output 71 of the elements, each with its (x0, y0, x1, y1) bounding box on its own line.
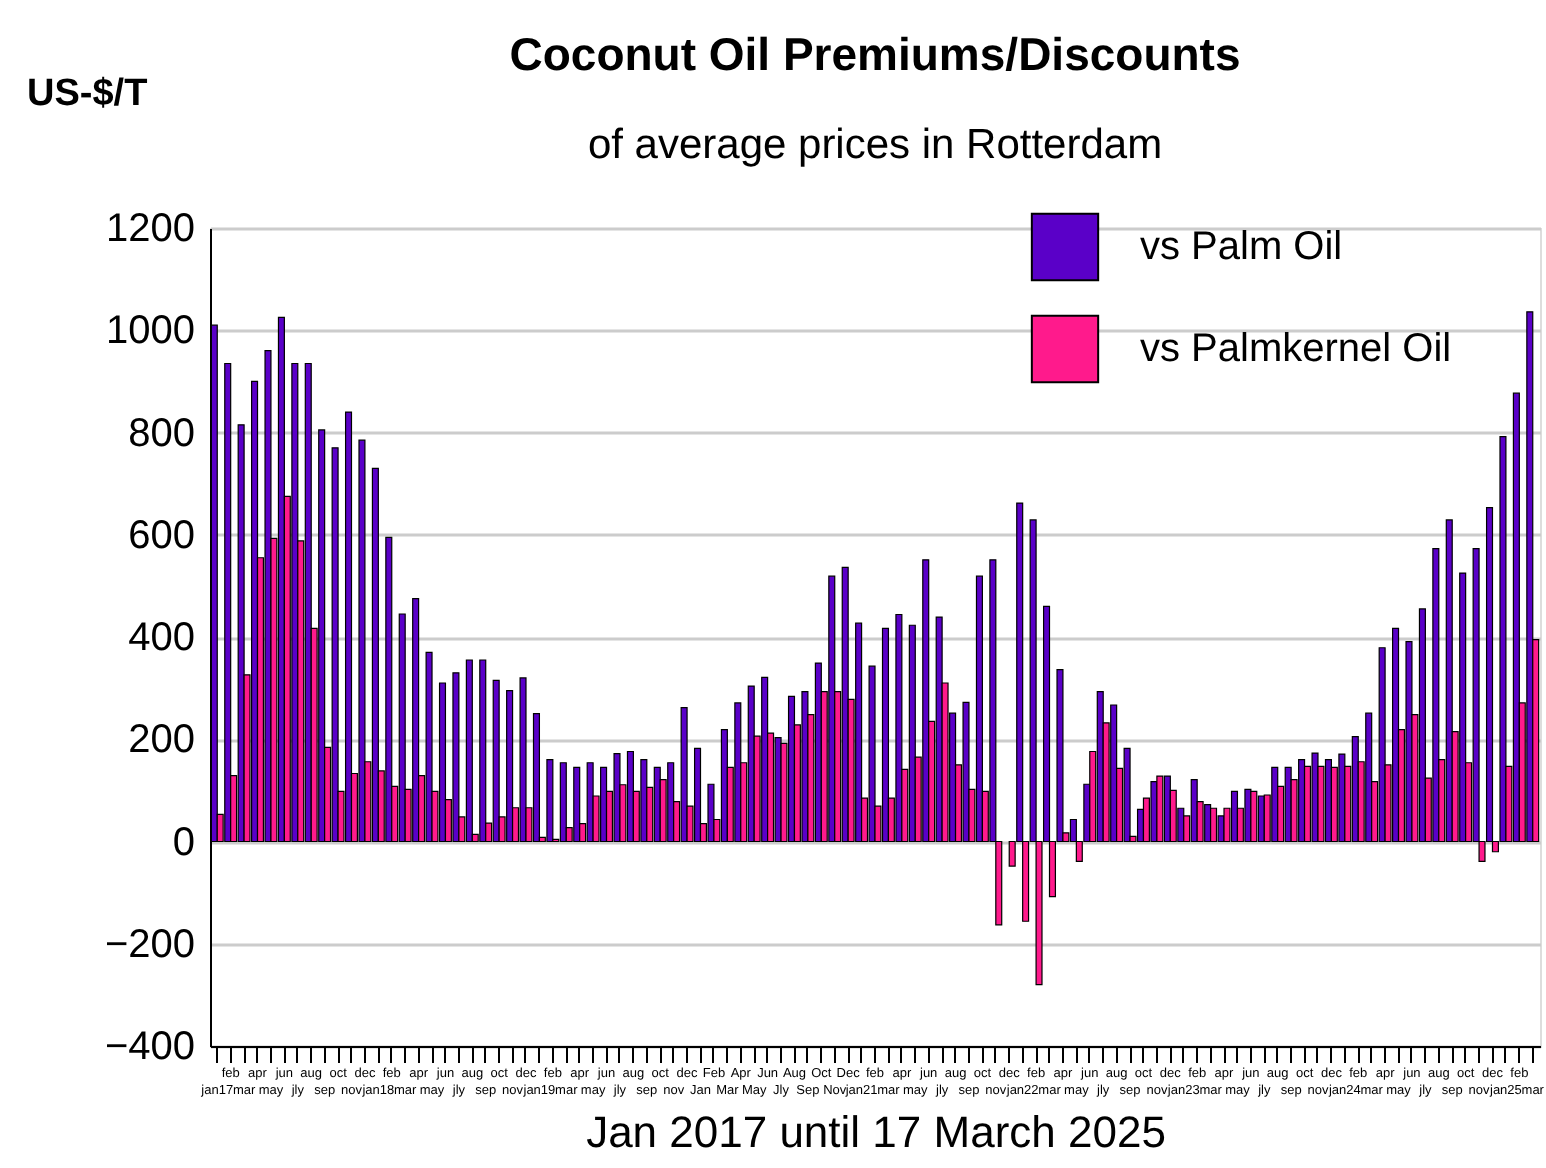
bar (962, 701, 970, 843)
y-tick-label: 400 (128, 616, 195, 660)
bar (358, 439, 366, 843)
bar (707, 783, 715, 843)
bar (291, 362, 299, 843)
bar (613, 752, 621, 843)
bar (626, 750, 634, 843)
bar (412, 598, 420, 843)
bar (975, 575, 983, 843)
bar (264, 350, 272, 843)
bar (680, 706, 688, 843)
bar (506, 690, 514, 843)
bar (331, 447, 339, 843)
legend-label: vs Palmkernel Oil (1140, 327, 1452, 371)
bar (1156, 775, 1164, 843)
bar (841, 566, 849, 843)
bar (224, 362, 232, 843)
bar (318, 429, 326, 843)
bar (868, 665, 876, 843)
bar (519, 677, 527, 843)
bar (385, 536, 393, 843)
y-tick-label: −400 (104, 1025, 195, 1069)
bar (465, 659, 473, 843)
bar (559, 762, 567, 843)
y-tick-label: 1200 (106, 207, 195, 251)
bar (1250, 790, 1258, 843)
bar (1445, 519, 1453, 843)
bar (1110, 704, 1118, 843)
bar (546, 759, 554, 843)
chart-title: Coconut Oil Premiums/Discounts (509, 28, 1241, 80)
chart-subtitle: of average prices in Rotterdam (587, 122, 1163, 168)
bar (1526, 311, 1534, 843)
bar (1365, 712, 1373, 843)
bar (895, 613, 903, 843)
legend-label: vs Palm Oil (1140, 225, 1343, 269)
bar (1512, 392, 1520, 843)
bar (828, 575, 836, 843)
bar (479, 659, 487, 843)
bar (304, 362, 312, 843)
bar (1459, 572, 1467, 843)
bar (1123, 747, 1131, 843)
bar (573, 766, 581, 843)
bar (492, 679, 500, 843)
bar (1432, 547, 1440, 843)
y-tick-label: 600 (128, 513, 195, 558)
bar (734, 702, 742, 843)
bar (1405, 641, 1413, 843)
bar (1418, 608, 1426, 843)
bar (438, 682, 447, 843)
bar (667, 762, 675, 843)
y-axis-title: US-$/T (27, 73, 149, 115)
bar (344, 411, 353, 843)
bar (908, 624, 916, 843)
bar (855, 622, 863, 843)
x-axis-title: Jan 2017 until 17 March 2025 (586, 1107, 1166, 1157)
y-tick-label: 800 (128, 411, 195, 456)
bar (1209, 807, 1218, 843)
y-tick-label: 200 (128, 718, 195, 763)
bar (693, 747, 702, 843)
bar (532, 713, 541, 843)
y-tick-label: −200 (104, 922, 195, 967)
bar (425, 651, 433, 843)
bar (922, 559, 930, 843)
bar (1392, 627, 1400, 843)
y-tick-label: 1000 (106, 309, 195, 354)
bar (881, 627, 890, 843)
bar (371, 467, 379, 843)
bar (398, 613, 406, 843)
bar (452, 672, 460, 843)
bar (251, 380, 259, 843)
y-tick-label: 0 (172, 820, 195, 865)
